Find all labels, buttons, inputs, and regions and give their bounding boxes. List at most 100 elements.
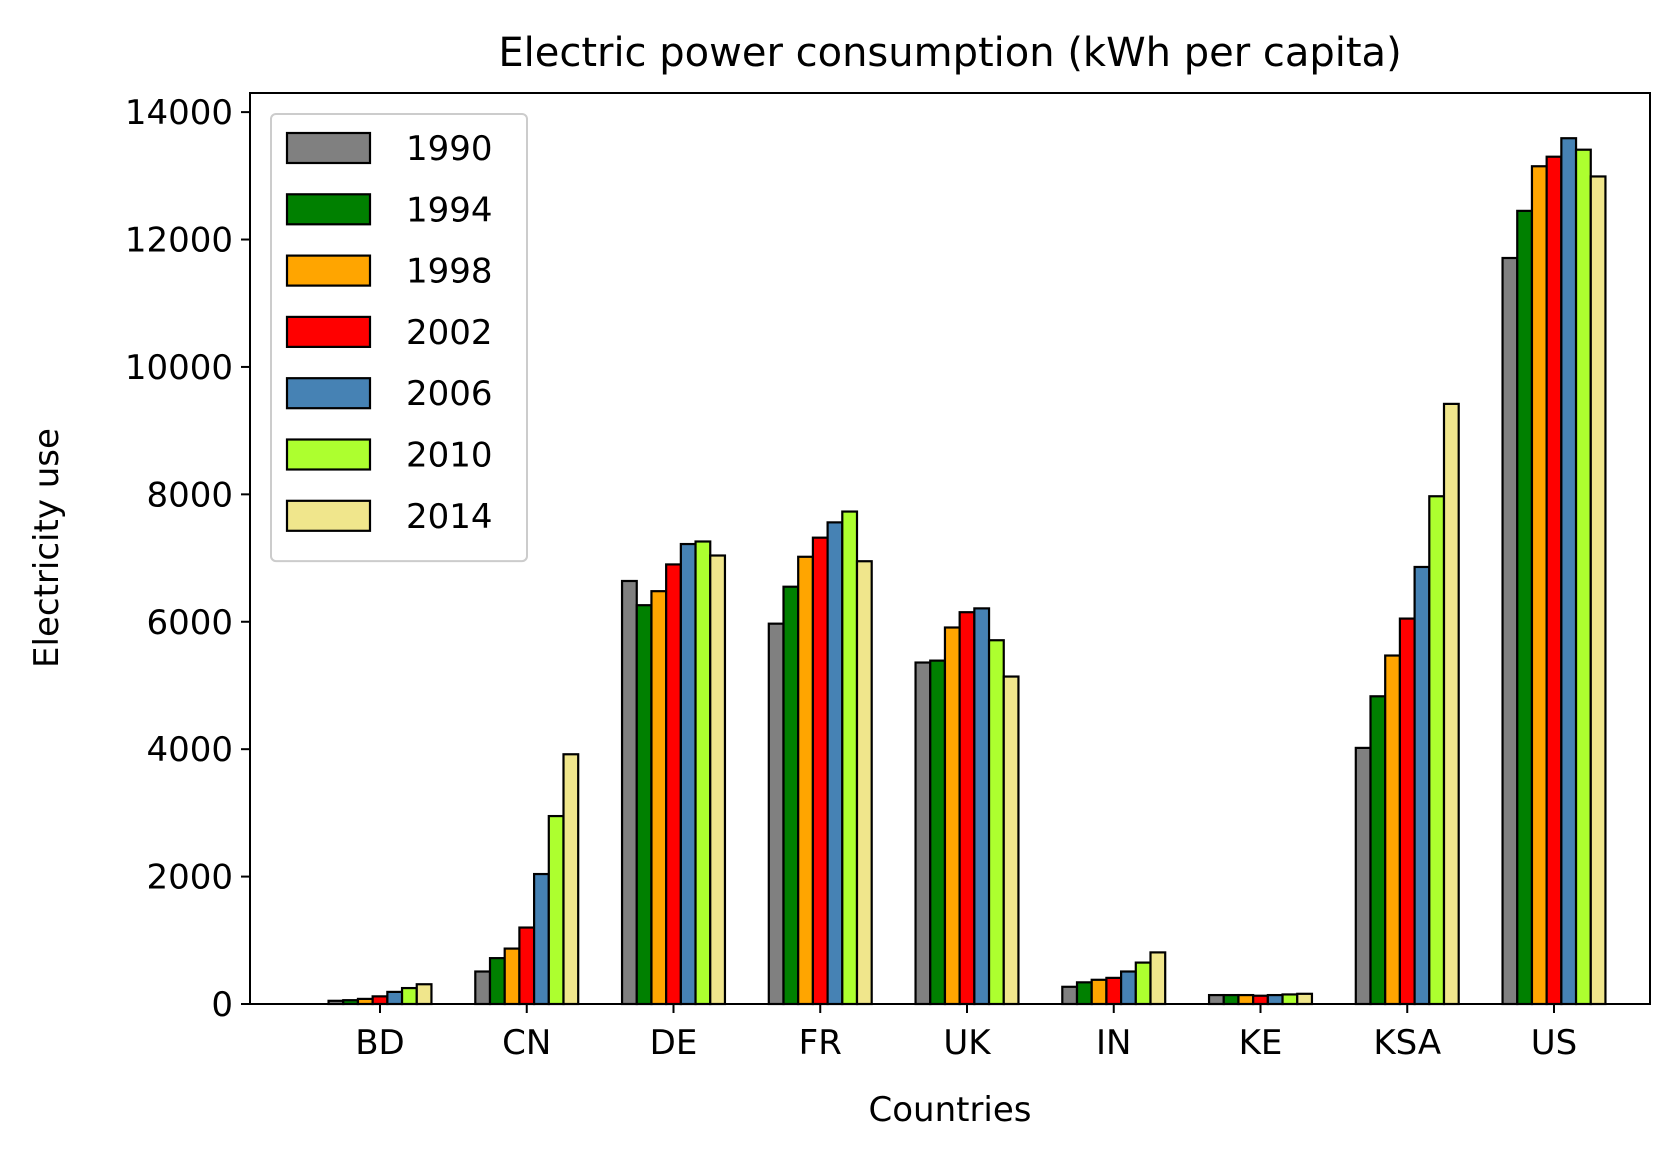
legend: 1990 1994 1998 2002 2006 2010 2014 [270,113,528,563]
bar-fr-2002 [811,536,829,1006]
bars-layer [327,137,1607,1006]
bar-cn-2002 [518,926,536,1006]
bar-de-2010 [694,540,712,1006]
legend-swatch-2006 [285,377,372,410]
bar-ksa-1990 [1354,746,1372,1006]
bar-cn-1998 [503,947,521,1006]
x-tick-label: FR [799,1023,842,1063]
legend-swatch-2002 [285,315,372,348]
bar-fr-2006 [826,521,844,1006]
bar-fr-1998 [797,555,815,1006]
bar-ksa-2014 [1442,402,1460,1006]
x-tick-label: BD [355,1023,405,1063]
legend-label-1994: 1994 [406,190,493,230]
bar-fr-1990 [767,622,785,1006]
legend-label-2002: 2002 [406,313,493,353]
bar-bd-2014 [415,983,433,1006]
y-tick-label: 8000 [146,475,233,515]
bar-uk-1990 [914,661,932,1006]
bar-in-1990 [1061,985,1079,1006]
chart-title: Electric power consumption (kWh per capi… [498,30,1401,76]
bar-ke-2002 [1252,994,1269,1006]
bar-ksa-2010 [1428,495,1446,1006]
bar-us-1998 [1530,165,1548,1006]
x-axis-label: Countries [868,1090,1031,1130]
bar-de-1990 [620,579,638,1006]
bar-fr-2014 [855,560,873,1006]
bar-de-1998 [650,590,668,1006]
x-tick-label: DE [650,1023,698,1063]
legend-label-2006: 2006 [406,374,493,414]
x-axis: BD CN DE FR UK IN KE KSA US [355,1004,1577,1063]
bar-uk-2014 [1002,675,1020,1006]
bar-de-2006 [679,542,697,1006]
bar-uk-1998 [943,626,961,1006]
bar-ke-1994 [1222,993,1240,1006]
bar-cn-2010 [547,814,565,1006]
plot-frame [249,92,1651,1005]
y-tick-label: 6000 [146,603,233,643]
bar-cn-1990 [474,970,492,1006]
bar-us-2006 [1560,137,1578,1006]
y-tick-label: 2000 [146,858,233,898]
bar-uk-2010 [987,639,1005,1006]
x-tick-label: CN [502,1023,551,1063]
bar-ksa-2006 [1413,565,1431,1006]
legend-swatch-1990 [285,131,372,165]
y-tick-label: 12000 [125,221,233,261]
bar-uk-2006 [973,607,991,1006]
y-axis-label: Electricity use [27,428,67,668]
legend-swatch-2014 [285,499,372,532]
legend-label-2014: 2014 [406,497,493,537]
bar-in-1994 [1075,981,1093,1006]
legend-swatch-1994 [285,193,372,226]
bar-fr-1994 [782,585,800,1006]
bar-in-2006 [1119,970,1137,1006]
y-tick-label: 0 [211,985,233,1025]
bar-us-2010 [1574,148,1592,1006]
bar-in-2002 [1105,976,1123,1006]
legend-label-1990: 1990 [406,129,493,169]
bar-bd-2006 [386,990,404,1006]
bar-uk-1994 [929,659,947,1006]
bar-ke-2010 [1281,993,1299,1006]
bar-in-2010 [1134,961,1152,1006]
bar-ksa-1998 [1384,654,1401,1006]
bar-ke-1990 [1207,993,1225,1006]
bar-ke-2006 [1266,993,1284,1006]
bar-cn-1994 [488,957,506,1006]
y-tick-label: 14000 [125,93,233,133]
bar-us-1990 [1501,256,1519,1006]
bar-bd-2010 [400,986,418,1006]
legend-swatch-1998 [285,254,372,287]
bar-cn-2006 [532,872,550,1006]
bar-us-2014 [1589,175,1607,1006]
x-tick-label: UK [943,1023,992,1063]
bar-ke-1998 [1237,993,1255,1006]
y-axis: 0 2000 4000 6000 8000 10000 12000 14000 [125,93,250,1025]
bar-bd-2002 [371,995,389,1006]
bar-de-2014 [709,554,727,1006]
bar-de-2002 [665,563,682,1006]
y-tick-label: 4000 [146,730,233,770]
bar-in-1998 [1090,978,1108,1006]
bar-de-1994 [635,604,653,1006]
bar-fr-2010 [841,510,859,1006]
bar-ksa-1994 [1369,695,1387,1006]
legend-label-2010: 2010 [406,436,493,476]
legend-swatch-2010 [285,438,372,471]
bar-us-2002 [1545,155,1563,1006]
bar-ke-2014 [1296,992,1314,1006]
y-tick-label: 10000 [125,348,233,388]
x-tick-label: KSA [1373,1023,1441,1063]
bar-in-2014 [1149,951,1167,1006]
x-tick-label: KE [1239,1023,1283,1063]
x-tick-label: US [1531,1023,1577,1063]
bar-cn-2014 [562,753,580,1006]
legend-label-1998: 1998 [406,252,493,292]
bar-ksa-2002 [1398,617,1416,1006]
bar-us-1994 [1516,209,1534,1006]
bar-uk-2002 [958,611,976,1006]
x-tick-label: IN [1096,1023,1131,1063]
